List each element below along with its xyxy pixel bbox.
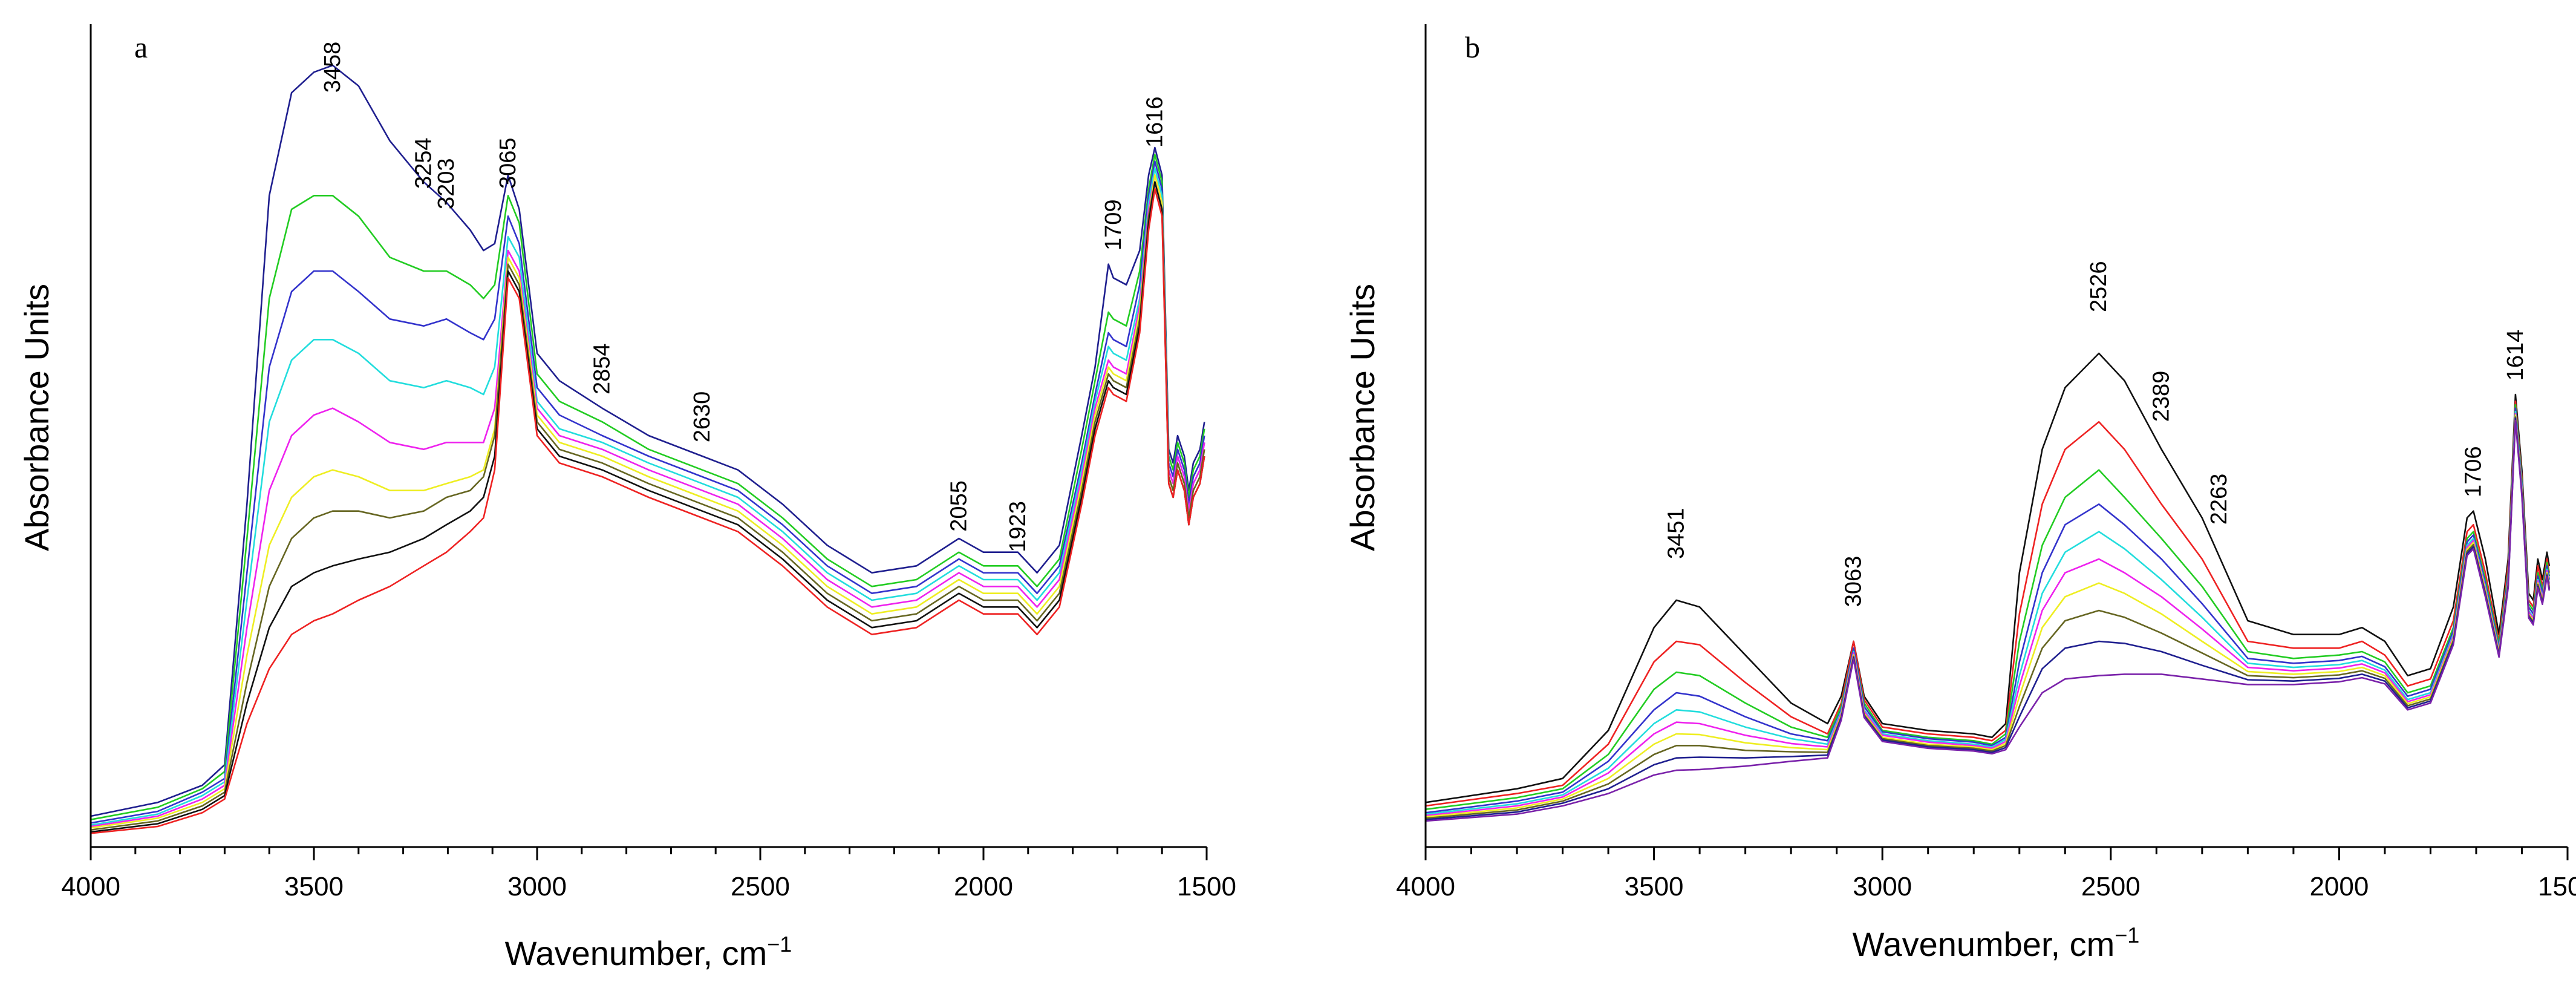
peak-label: 3203 xyxy=(434,158,459,209)
panel-b-series-purple xyxy=(1425,419,2551,822)
panel-a-traces xyxy=(90,64,1205,834)
panel-b-letter: b xyxy=(1465,30,1480,64)
peak-label: 1709 xyxy=(1101,199,1126,250)
peak-label: 1706 xyxy=(2460,446,2486,497)
x-tick-label: 4000 xyxy=(61,872,120,901)
peak-label: 3065 xyxy=(495,137,521,189)
panel-b: 3451 3063 2526 2389 2263 1706 1614 4000 3500 300… xyxy=(1343,24,2576,963)
peak-label: 2630 xyxy=(690,391,715,443)
x-tick-label: 2000 xyxy=(954,872,1013,901)
panel-b-x-axis-label-unit: −1 xyxy=(2115,923,2139,947)
panel-a-series-green xyxy=(90,154,1205,820)
peak-label: 2389 xyxy=(2149,371,2174,422)
panel-b-x-axis-label: Wavenumber, cm−1 xyxy=(1853,923,2140,963)
panel-a-series-black xyxy=(90,181,1205,833)
panel-b-series-black xyxy=(1425,352,2551,803)
x-tick-label: 1500 xyxy=(2538,872,2576,901)
panel-a-series-red xyxy=(90,188,1205,834)
panel-a-x-axis-label-text: Wavenumber, cm xyxy=(505,934,768,972)
panel-a-x-axis-label-unit: −1 xyxy=(767,932,792,957)
panel-a-series-blue xyxy=(90,160,1205,824)
panel-b-y-axis-label: Absorbance Units xyxy=(1343,284,1381,551)
panel-a-series-olive xyxy=(90,181,1205,831)
panel-a-series-yellow xyxy=(90,174,1205,829)
x-tick-label: 3000 xyxy=(507,872,567,901)
panel-a-y-axis-label: Absorbance Units xyxy=(18,284,56,551)
panel-a-x-ticks: 4000 3500 3000 2500 2000 1500 xyxy=(61,847,1236,901)
panel-b-series-olive xyxy=(1425,416,2551,819)
peak-label: 3451 xyxy=(1664,508,1689,559)
panel-a-series-magenta xyxy=(90,174,1205,828)
peak-label: 2854 xyxy=(590,343,615,394)
x-tick-label: 3000 xyxy=(1853,872,1912,901)
x-tick-label: 2500 xyxy=(731,872,790,901)
x-tick-label: 2000 xyxy=(2309,872,2369,901)
peak-label: 2526 xyxy=(2086,261,2111,312)
x-tick-label: 3500 xyxy=(1625,872,1684,901)
panel-b-series-magenta xyxy=(1425,413,2551,817)
x-tick-label: 2500 xyxy=(2081,872,2141,901)
peak-label: 3063 xyxy=(1841,556,1867,607)
peak-label: 2055 xyxy=(946,480,971,532)
panel-a-letter: a xyxy=(134,30,148,64)
panel-b-series-navy xyxy=(1425,417,2551,820)
panel-b-x-axis-label-text: Wavenumber, cm xyxy=(1853,925,2115,963)
x-tick-label: 3500 xyxy=(284,872,344,901)
peak-label: 1616 xyxy=(1142,96,1167,148)
peak-label: 3254 xyxy=(411,137,437,189)
panel-b-x-ticks: 4000 3500 3000 2500 2000 1500 xyxy=(1396,847,2576,901)
panel-a-x-axis-label: Wavenumber, cm−1 xyxy=(505,932,792,972)
x-tick-label: 1500 xyxy=(1177,872,1236,901)
x-tick-label: 4000 xyxy=(1396,872,1455,901)
panel-a-series-navy xyxy=(90,64,1205,817)
panel-a-series-cyan xyxy=(90,167,1205,826)
peak-label: 2263 xyxy=(2206,474,2232,525)
panel-b-traces xyxy=(1425,352,2551,822)
peak-label: 3458 xyxy=(320,42,345,93)
peak-label: 1923 xyxy=(1005,501,1031,552)
panel-b-annotations: 3451 3063 2526 2389 2263 1706 1614 xyxy=(1664,261,2528,607)
peak-label: 1614 xyxy=(2503,330,2528,381)
